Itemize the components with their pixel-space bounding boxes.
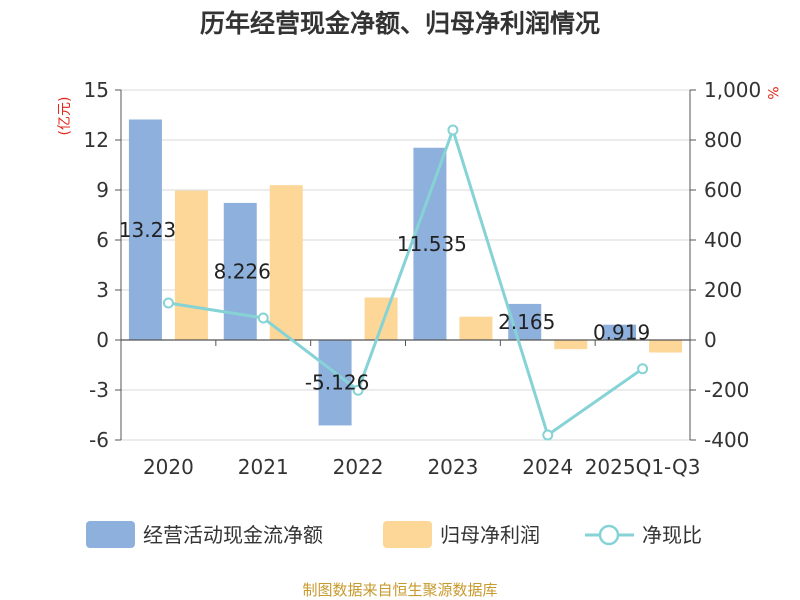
right-tick-label: -400 [704,428,749,452]
ratio-point [637,363,649,375]
net-profit-bar [364,297,398,340]
operating-cash-data-label: -5.126 [305,371,369,395]
right-axis-unit: % [764,86,780,99]
operating-cash-bar [603,324,637,340]
net-profit-bar [269,185,303,340]
right-tick-label: 800 [704,128,742,152]
category-label: 2025Q1-Q3 [585,455,701,479]
net-profit-bar [459,316,493,340]
left-tick-label: 0 [96,328,109,352]
chart-title: 历年经营现金净额、归母净利润情况 [200,9,600,38]
operating-cash-data-label: 2.165 [498,310,555,334]
legend-label-operating-cash: 经营活动现金流净额 [143,523,323,547]
data-labels: 13.23 8.226 -5.126 11.535 2.165 0.919 [119,218,650,395]
operating-cash-bar [413,147,447,340]
operating-cash-bar [128,119,162,340]
legend-swatch-operating-cash [86,521,135,548]
ratio-point [542,429,554,441]
axes [115,89,696,441]
ratio-point [257,312,269,324]
ratio-point [352,384,364,396]
legend-item-operating-cash[interactable]: 经营活动现金流净额 [86,521,323,548]
left-tick-label: 12 [84,128,109,152]
left-tick-label: -6 [89,428,109,452]
left-axis-unit: (亿元) [57,97,73,136]
operating-cash-data-label: 8.226 [214,259,271,283]
category-label: 2021 [238,455,289,479]
legend-label-ratio: 净现比 [642,523,702,547]
left-tick-label: 15 [84,78,109,102]
category-label: 2023 [427,455,478,479]
operating-cash-data-label: 0.919 [593,320,650,344]
legend: 经营活动现金流净额 归母净利润 净现比 [86,521,702,548]
ratio-point [447,124,459,136]
right-tick-label: -200 [704,378,749,402]
right-tick-label: 1,000 [704,78,761,102]
legend-label-net-profit: 归母净利润 [440,523,540,547]
right-tick-label: 200 [704,278,742,302]
right-tick-label: 600 [704,178,742,202]
category-label: 2024 [522,455,573,479]
net-profit-bar [554,340,588,350]
tick-labels: -6 -3 0 3 6 9 12 15 -400 -200 0 200 400 600 800 1,000 20… [84,78,762,479]
left-tick-label: -3 [89,378,109,402]
ratio-point [162,297,174,309]
left-tick-label: 6 [96,228,109,252]
legend-swatch-net-profit [383,521,432,548]
legend-swatch-ratio-marker [598,524,620,546]
category-label: 2020 [143,455,194,479]
source-note: 制图数据来自恒生聚源数据库 [302,581,497,599]
operating-cash-data-label: 13.23 [119,218,176,242]
left-tick-label: 9 [96,178,109,202]
category-label: 2022 [333,455,384,479]
left-tick-label: 3 [96,278,109,302]
right-tick-label: 400 [704,228,742,252]
ratio-line [168,125,644,438]
bar-series [128,119,683,426]
net-profit-bar [174,190,208,340]
net-profit-bar [649,340,683,353]
operating-cash-data-label: 11.535 [397,232,467,256]
legend-item-ratio[interactable]: 净现比 [585,523,702,547]
right-tick-label: 0 [704,328,717,352]
ratio-line-series [162,124,649,441]
legend-item-net-profit[interactable]: 归母净利润 [383,521,540,548]
